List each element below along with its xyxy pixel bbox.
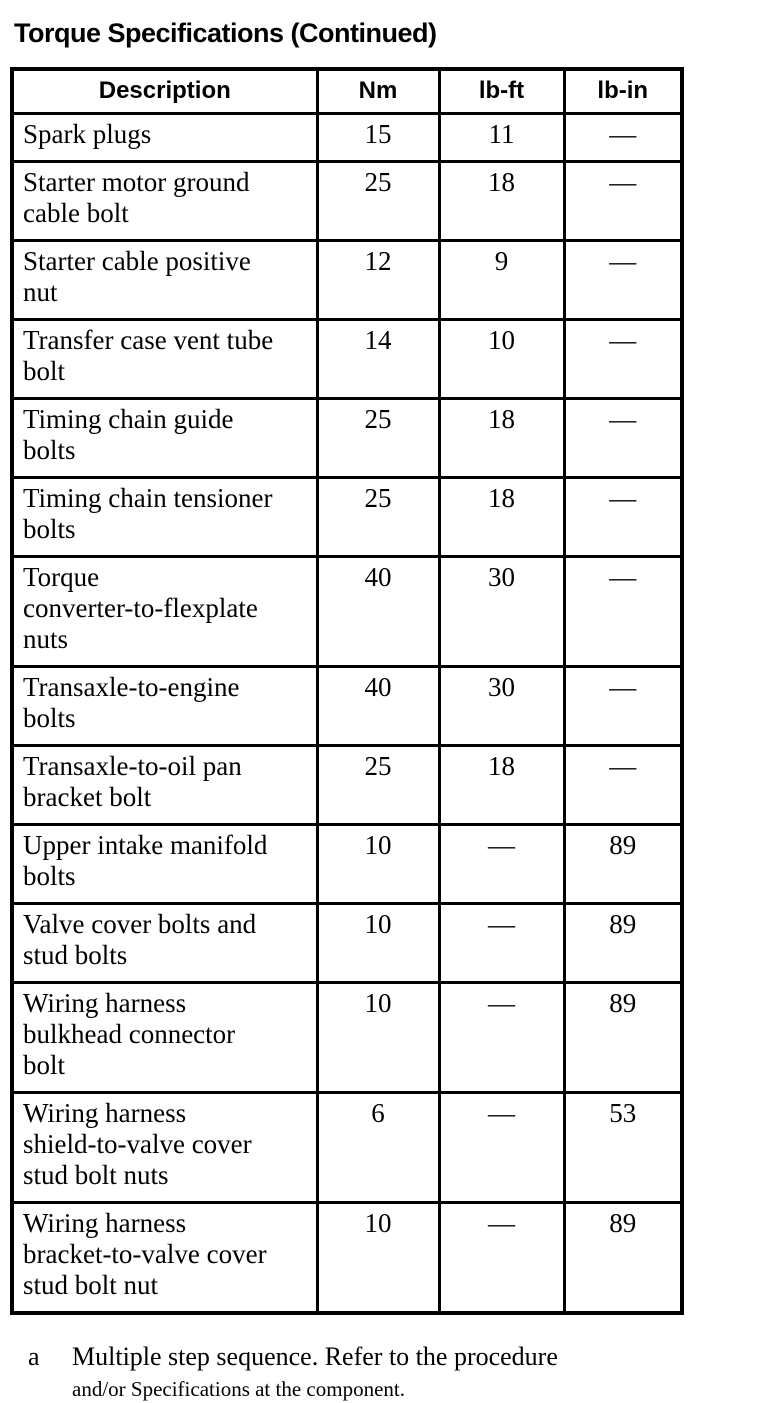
cell-lbin: 89 bbox=[562, 981, 684, 1094]
table-row: Torque converter-to-flexplate nuts 40 30… bbox=[10, 555, 684, 668]
cell-lbft: 9 bbox=[437, 239, 566, 321]
cell-description: Valve cover bolts and stud bolts bbox=[10, 902, 319, 984]
cell-lbin: 89 bbox=[562, 1201, 684, 1315]
cell-description: Transaxle-to-engine bolts bbox=[10, 665, 319, 747]
cell-description: Wiring harness bulkhead connector bolt bbox=[10, 981, 319, 1094]
footnote: a Multiple step sequence. Refer to the p… bbox=[10, 1341, 768, 1403]
cell-description: Timing chain tensioner bolts bbox=[10, 476, 319, 558]
cell-lbft: 18 bbox=[437, 744, 566, 826]
cell-lbin: — bbox=[562, 397, 684, 479]
cell-description: Spark plugs bbox=[10, 112, 319, 163]
cell-lbin: — bbox=[562, 112, 684, 163]
cell-description: Torque converter-to-flexplate nuts bbox=[10, 555, 319, 668]
cell-lbin: — bbox=[562, 555, 684, 668]
header-description: Description bbox=[10, 67, 319, 115]
cell-lbft: — bbox=[437, 902, 566, 984]
table-row: Transaxle-to-engine bolts 40 30 — bbox=[10, 665, 684, 747]
cell-lbft: — bbox=[437, 981, 566, 1094]
cell-lbft: — bbox=[437, 823, 566, 905]
header-lbin: lb-in bbox=[562, 67, 684, 115]
cell-nm: 10 bbox=[315, 1201, 441, 1315]
cell-nm: 40 bbox=[315, 665, 441, 747]
cell-nm: 25 bbox=[315, 744, 441, 826]
header-nm: Nm bbox=[315, 67, 441, 115]
cell-nm: 15 bbox=[315, 112, 441, 163]
cell-description: Upper intake manifold bolts bbox=[10, 823, 319, 905]
footnote-line-2: and/or Specifications at the component. bbox=[72, 1377, 405, 1401]
cell-lbft: — bbox=[437, 1201, 566, 1315]
table-row: Wiring harness shield-to-valve cover stu… bbox=[10, 1091, 684, 1204]
table-row: Valve cover bolts and stud bolts 10 — 89 bbox=[10, 902, 684, 984]
table-row: Transaxle-to-oil pan bracket bolt 25 18 … bbox=[10, 744, 684, 826]
cell-lbft: 10 bbox=[437, 318, 566, 400]
cell-nm: 6 bbox=[315, 1091, 441, 1204]
cell-nm: 10 bbox=[315, 823, 441, 905]
table-body: Spark plugs 15 11 — Starter motor ground… bbox=[10, 112, 684, 1315]
cell-lbin: — bbox=[562, 476, 684, 558]
cell-lbin: 89 bbox=[562, 902, 684, 984]
cell-lbft: 18 bbox=[437, 397, 566, 479]
cell-nm: 25 bbox=[315, 476, 441, 558]
cell-nm: 10 bbox=[315, 902, 441, 984]
table-header-row: Description Nm lb-ft lb-in bbox=[10, 67, 684, 115]
cell-lbft: — bbox=[437, 1091, 566, 1204]
table-row: Wiring harness bulkhead connector bolt 1… bbox=[10, 981, 684, 1094]
footnote-text: Multiple step sequence. Refer to the pro… bbox=[72, 1341, 558, 1403]
cell-nm: 40 bbox=[315, 555, 441, 668]
cell-nm: 25 bbox=[315, 160, 441, 242]
cell-lbft: 18 bbox=[437, 160, 566, 242]
table-row: Upper intake manifold bolts 10 — 89 bbox=[10, 823, 684, 905]
header-lbft: lb-ft bbox=[437, 67, 566, 115]
cell-description: Wiring harness bracket-to-valve cover st… bbox=[10, 1201, 319, 1315]
torque-specifications-table: Description Nm lb-ft lb-in Spark plugs 1… bbox=[10, 67, 684, 1315]
table-row: Starter motor ground cable bolt 25 18 — bbox=[10, 160, 684, 242]
footnote-line-1: Multiple step sequence. Refer to the pro… bbox=[72, 1342, 558, 1371]
table-row: Starter cable positive nut 12 9 — bbox=[10, 239, 684, 321]
cell-nm: 14 bbox=[315, 318, 441, 400]
cell-lbin: — bbox=[562, 665, 684, 747]
cell-lbin: — bbox=[562, 239, 684, 321]
cell-description: Starter cable positive nut bbox=[10, 239, 319, 321]
cell-lbin: — bbox=[562, 744, 684, 826]
cell-lbin: 89 bbox=[562, 823, 684, 905]
cell-lbin: 53 bbox=[562, 1091, 684, 1204]
cell-lbft: 18 bbox=[437, 476, 566, 558]
cell-description: Wiring harness shield-to-valve cover stu… bbox=[10, 1091, 319, 1204]
table-row: Wiring harness bracket-to-valve cover st… bbox=[10, 1201, 684, 1315]
cell-lbin: — bbox=[562, 318, 684, 400]
cell-lbin: — bbox=[562, 160, 684, 242]
cell-nm: 25 bbox=[315, 397, 441, 479]
cell-nm: 12 bbox=[315, 239, 441, 321]
cell-description: Transaxle-to-oil pan bracket bolt bbox=[10, 744, 319, 826]
table-row: Timing chain tensioner bolts 25 18 — bbox=[10, 476, 684, 558]
cell-lbft: 11 bbox=[437, 112, 566, 163]
table-row: Spark plugs 15 11 — bbox=[10, 112, 684, 163]
cell-lbft: 30 bbox=[437, 555, 566, 668]
page-title: Torque Specifications (Continued) bbox=[14, 18, 437, 48]
cell-description: Starter motor ground cable bolt bbox=[10, 160, 319, 242]
table-row: Timing chain guide bolts 25 18 — bbox=[10, 397, 684, 479]
cell-lbft: 30 bbox=[437, 665, 566, 747]
footnote-marker: a bbox=[28, 1342, 40, 1371]
cell-description: Timing chain guide bolts bbox=[10, 397, 319, 479]
cell-description: Transfer case vent tube bolt bbox=[10, 318, 319, 400]
table-row: Transfer case vent tube bolt 14 10 — bbox=[10, 318, 684, 400]
cell-nm: 10 bbox=[315, 981, 441, 1094]
